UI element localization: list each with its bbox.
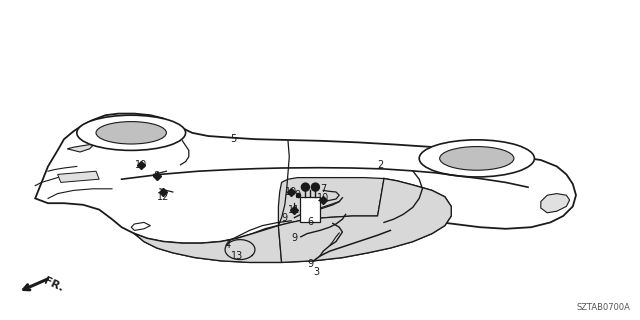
Polygon shape	[58, 171, 99, 182]
Circle shape	[301, 183, 309, 191]
Text: 7: 7	[320, 184, 326, 194]
Text: 11: 11	[288, 204, 301, 215]
Text: 10: 10	[134, 160, 147, 170]
Text: FR.: FR.	[42, 276, 65, 294]
Text: 4: 4	[224, 240, 230, 250]
Polygon shape	[278, 178, 384, 226]
Text: 6: 6	[307, 217, 314, 228]
Ellipse shape	[440, 147, 514, 170]
Text: 9: 9	[291, 233, 298, 244]
Text: 5: 5	[230, 134, 237, 144]
Ellipse shape	[96, 122, 166, 144]
Ellipse shape	[419, 140, 534, 177]
Text: 3: 3	[314, 267, 320, 277]
Polygon shape	[278, 179, 451, 262]
Text: 10: 10	[317, 193, 330, 204]
Polygon shape	[134, 226, 282, 262]
Text: 8: 8	[154, 171, 160, 181]
Polygon shape	[35, 114, 576, 243]
Ellipse shape	[77, 115, 186, 150]
Polygon shape	[131, 222, 150, 230]
Text: 12: 12	[157, 192, 170, 202]
Polygon shape	[541, 194, 570, 213]
Text: 13: 13	[230, 251, 243, 261]
Circle shape	[312, 183, 319, 191]
Text: 9: 9	[282, 212, 288, 223]
Text: 2: 2	[378, 160, 384, 170]
Polygon shape	[67, 145, 93, 152]
Text: 10: 10	[285, 187, 298, 197]
Text: 9: 9	[307, 259, 314, 269]
Text: SZTAB0700A: SZTAB0700A	[576, 303, 630, 312]
Text: 9: 9	[294, 189, 301, 200]
Bar	[300, 197, 321, 222]
